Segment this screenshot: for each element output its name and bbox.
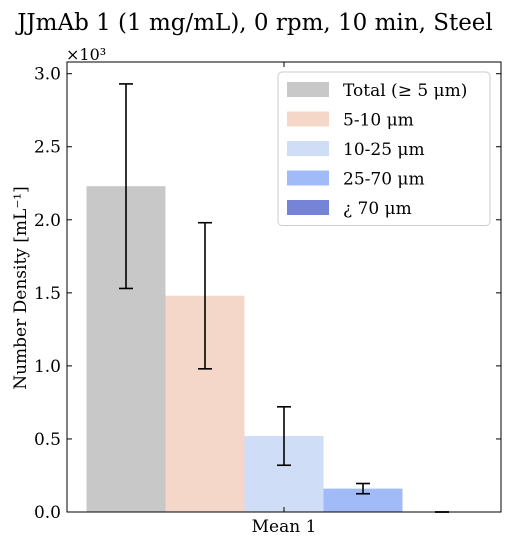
y-tick-label-1: 0.5 (34, 430, 61, 450)
y-tick-label-0: 0.0 (34, 503, 61, 523)
y-tick-label-6: 3.0 (34, 65, 61, 85)
x-tick-label-0: Mean 1 (252, 517, 317, 537)
legend-entry-3: 25-70 μm (343, 170, 425, 190)
error-bar-0 (119, 83, 133, 290)
chart-title: JJmAb 1 (1 mg/mL), 0 rpm, 10 min, Steel (15, 10, 493, 36)
y-tick-label-3: 1.5 (34, 284, 61, 304)
y-ticks-group: 0.0 0.5 1.0 1.5 2.0 2.5 3.0 (34, 65, 501, 523)
legend-entry-4: ¿ 70 μm (343, 199, 412, 219)
legend-entry-1: 5-10 μm (343, 111, 414, 131)
legend: Total (≥ 5 μm) 5-10 μm 10-25 μm 25-70 μm ¿ 7… (277, 71, 491, 226)
legend-swatch-0 (287, 82, 329, 97)
legend-entry-0: Total (≥ 5 μm) (343, 81, 467, 101)
error-bar-2 (277, 406, 291, 467)
x-ticks-group: Mean 1 (252, 62, 317, 537)
legend-frame (277, 71, 491, 226)
legend-swatch-4 (287, 200, 329, 215)
bars-group (86, 186, 403, 513)
legend-swatch-3 (287, 170, 329, 186)
legend-swatch-1 (287, 111, 329, 127)
legend-entry-2: 10-25 μm (343, 140, 425, 160)
legend-swatch-2 (287, 141, 329, 156)
y-tick-label-5: 2.5 (34, 138, 61, 158)
y-axis-label: Number Density [mL⁻¹] (11, 186, 31, 390)
y-tick-label-4: 2.0 (34, 211, 61, 231)
error-bar-1 (198, 221, 212, 370)
error-bar-3 (356, 482, 370, 495)
y-multiplier: ×10³ (66, 45, 106, 64)
y-tick-label-2: 1.0 (34, 357, 61, 377)
bar-3 (323, 488, 403, 512)
